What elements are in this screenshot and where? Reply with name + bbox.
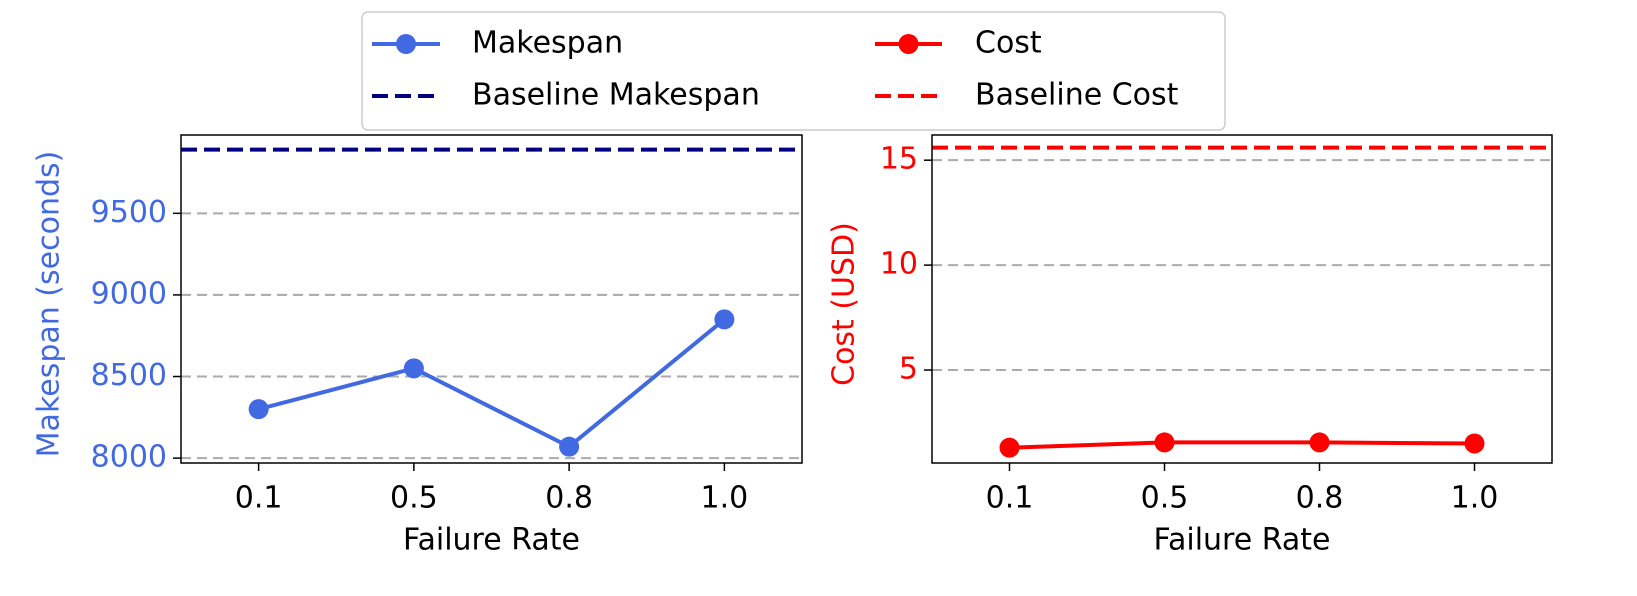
point (714, 309, 735, 330)
x-tick-label: 0.8 (545, 481, 593, 516)
x-tick-label: 0.1 (235, 481, 283, 516)
axes-frame (931, 134, 1553, 464)
point (559, 436, 580, 457)
y-tick-label: 8000 (91, 440, 167, 475)
series-line (258, 317, 726, 450)
point (1464, 433, 1485, 454)
y-tick-label: 9500 (91, 195, 167, 230)
x-axis-label: Failure Rate (403, 523, 580, 558)
legend-marker (898, 34, 919, 54)
x-axis-label: Failure Rate (1153, 523, 1330, 558)
y-tick-label: 9000 (91, 276, 167, 311)
y-tick-label: 8500 (91, 358, 167, 393)
point (248, 399, 269, 420)
y-axis-label: Makespan (seconds) (32, 151, 67, 458)
legend-box (361, 11, 1226, 131)
x-tick-label: 0.1 (986, 481, 1034, 516)
point (1154, 432, 1175, 453)
series-line (1009, 440, 1475, 450)
legend-label: Makespan (472, 26, 623, 61)
x-tick-label: 1.0 (1451, 481, 1499, 516)
point (1309, 432, 1330, 453)
y-tick-label: 15 (880, 142, 918, 177)
y-tick-label: 5 (899, 352, 918, 387)
y-axis-label: Cost (USD) (827, 222, 862, 386)
x-tick-label: 1.0 (701, 481, 749, 516)
legend-label: Cost (975, 26, 1042, 61)
point (403, 358, 424, 379)
x-tick-label: 0.5 (390, 481, 438, 516)
legend-marker (396, 34, 416, 54)
point (999, 437, 1020, 458)
y-tick-label: 10 (880, 247, 918, 282)
axes-frame (180, 134, 803, 464)
legend-label: Baseline Makespan (472, 78, 760, 113)
legend-label: Baseline Cost (975, 78, 1179, 113)
x-tick-label: 0.8 (1296, 481, 1344, 516)
x-tick-label: 0.5 (1141, 481, 1189, 516)
